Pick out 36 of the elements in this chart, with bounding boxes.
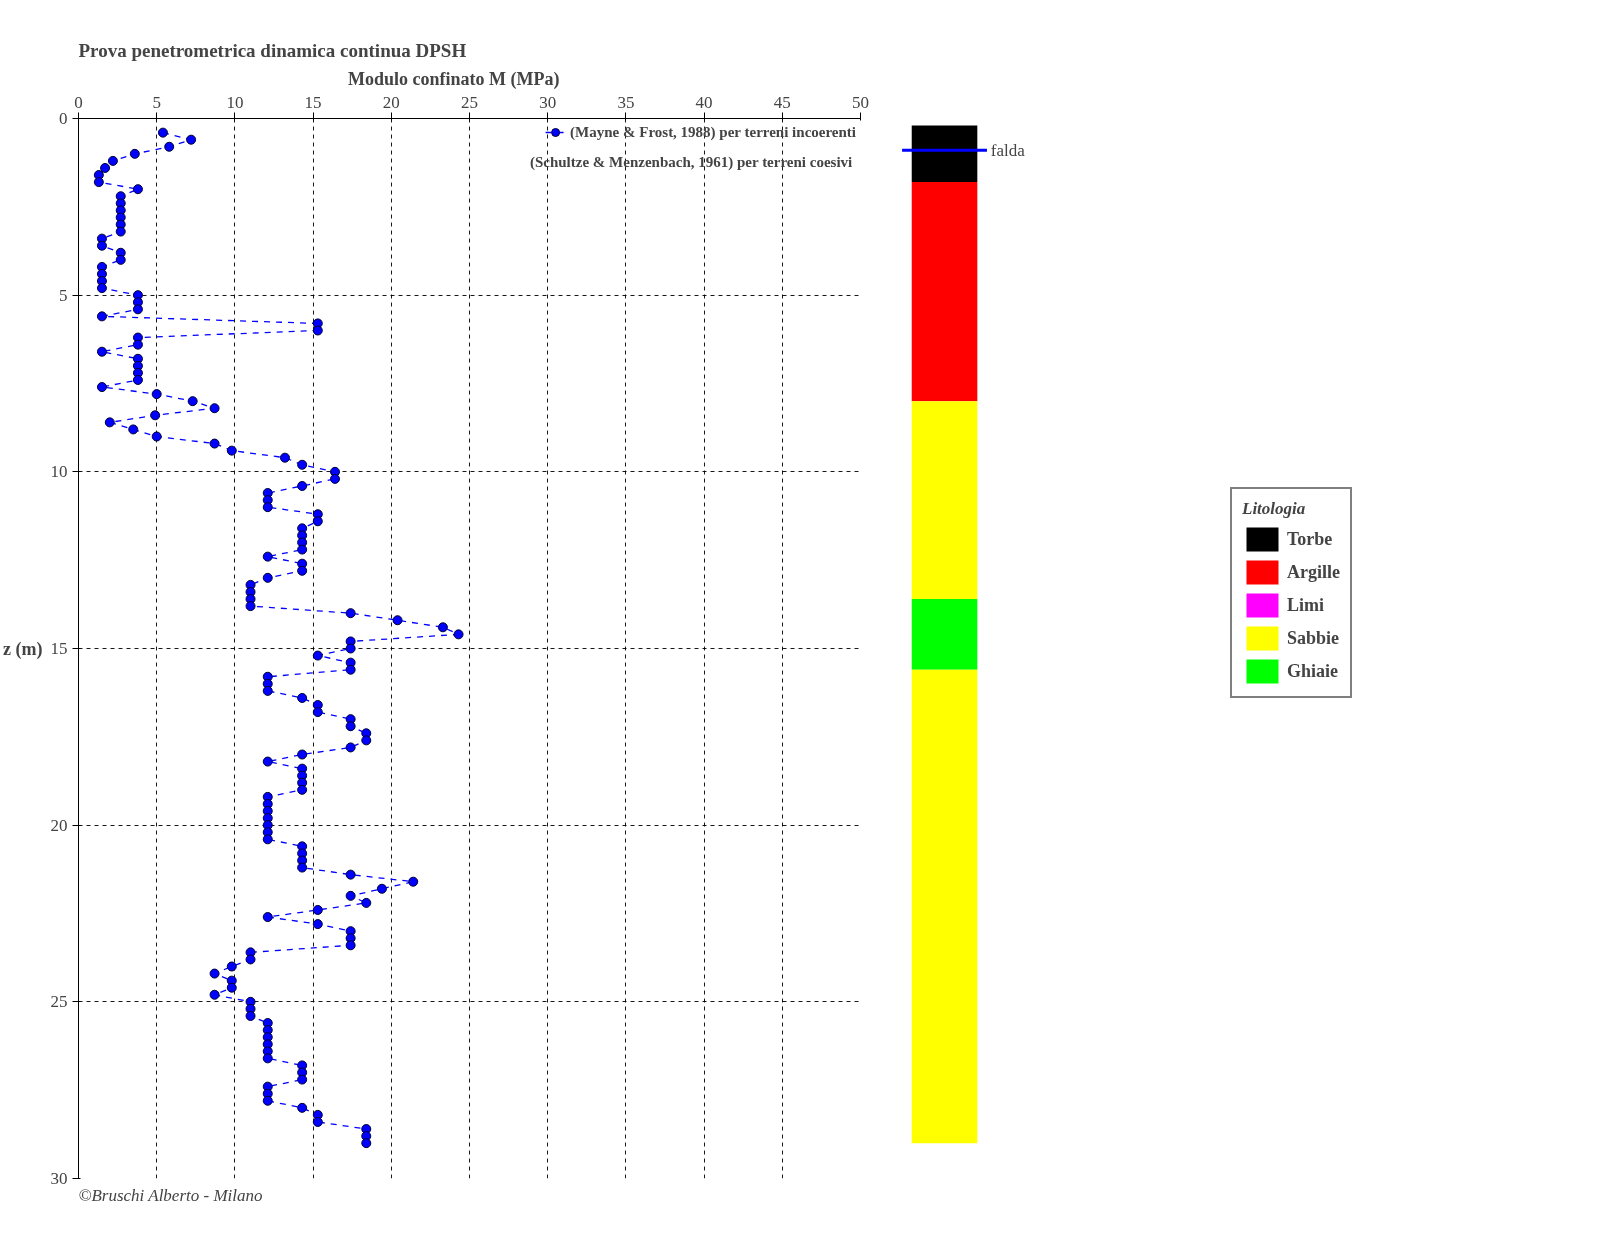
legend-label: (Mayne & Frost, 1988) per terreni incoerenti (570, 123, 856, 141)
bar (911, 669, 978, 1144)
bar (911, 401, 978, 600)
y-axis-title: z (m) (3, 638, 43, 660)
x-tick-label: 50 (852, 92, 869, 112)
y-tick-label: 10 (50, 462, 68, 482)
legend-label: Sabbie (1287, 627, 1340, 649)
bar (911, 182, 978, 402)
legend-label: Argille (1287, 561, 1340, 583)
y-tick-label: 0 (59, 109, 68, 128)
legend-label: Ghiaie (1287, 660, 1339, 682)
y-tick-label: 20 (50, 815, 68, 835)
x-tick-label: 45 (773, 92, 791, 112)
x-tick-label: 20 (382, 92, 400, 112)
text: ©Bruschi Alberto - Milano (78, 1185, 263, 1205)
x-tick-label: 15 (304, 92, 322, 112)
chart-title: Prova penetrometrica dinamica continua DPSH (78, 39, 467, 61)
x-tick-label: 5 (152, 92, 161, 112)
x-tick-label: 0 (74, 92, 83, 112)
x-axis-title: Modulo confinato M (MPa) (348, 68, 560, 90)
x-tick-label: 35 (617, 92, 635, 112)
legend-title: Litologia (1242, 499, 1307, 519)
y-tick-label: 30 (50, 1169, 68, 1188)
x-tick-label: 10 (226, 92, 244, 112)
y-tick-label: 15 (50, 639, 68, 658)
x-tick-label: 30 (539, 92, 557, 112)
ref-line-label: falda (990, 140, 1026, 160)
legend-label: Torbe (1287, 528, 1333, 550)
annotation: (Schultze & Menzenbach, 1961) per terreni coesivi (529, 153, 853, 171)
bar (911, 599, 978, 670)
x-tick-label: 25 (461, 92, 478, 112)
bar (911, 125, 978, 183)
legend-label: Limi (1287, 594, 1325, 616)
y-tick-label: 25 (50, 992, 68, 1012)
y-tick-label: 5 (59, 285, 68, 305)
x-tick-label: 40 (695, 92, 713, 112)
